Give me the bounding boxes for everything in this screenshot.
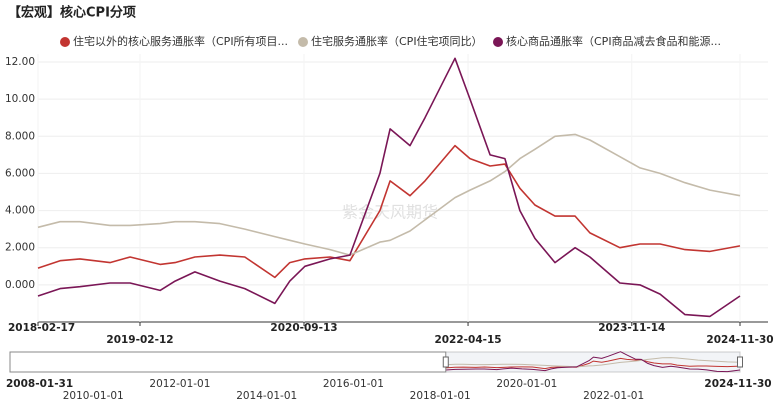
x-tick-label: 2023-11-14 — [598, 322, 665, 334]
navigator-tick-label: 2024-11-30 — [704, 378, 771, 390]
series-line — [37, 57, 741, 318]
legend-label[interactable]: 住宅以外的核心服务通胀率（CPI所有项目... — [73, 34, 288, 48]
navigator-line — [445, 357, 741, 368]
legend-label[interactable]: 核心商品通胀率（CPI商品减去食品和能源... — [506, 34, 721, 48]
x-tick-label: 2018-02-17 — [8, 322, 75, 334]
navigator-line — [445, 357, 741, 370]
y-tick-label: 6.000 — [5, 167, 35, 179]
series-line — [37, 144, 741, 279]
legend-label[interactable]: 住宅服务通胀率（CPI住宅项同比） — [311, 34, 483, 48]
series-line — [37, 133, 741, 256]
navigator-line — [445, 351, 741, 373]
chart-title: 【宏观】核心CPI分项 — [8, 5, 136, 21]
y-tick-label: 10.00 — [5, 93, 35, 105]
x-tick-label: 2024-11-30 — [706, 334, 773, 346]
legend-marker[interactable] — [298, 37, 308, 47]
navigator-tick-label: 2022-01-01 — [583, 390, 644, 402]
navigator-handle[interactable] — [442, 356, 449, 368]
navigator-tick-label: 2012-01-01 — [149, 378, 210, 390]
y-tick-label: 12.00 — [5, 56, 35, 68]
watermark: 紫金天风期货 — [342, 203, 438, 222]
x-tick-label: 2020-09-13 — [270, 322, 337, 334]
legend-marker[interactable] — [493, 37, 503, 47]
x-tick-label: 2019-02-12 — [106, 334, 173, 346]
navigator-tick-label: 2008-01-31 — [6, 378, 73, 390]
y-tick-label: 8.000 — [5, 130, 35, 142]
y-tick-label: 2.000 — [5, 242, 35, 254]
navigator-tick-label: 2020-01-01 — [496, 378, 557, 390]
navigator-tick-label: 2014-01-01 — [236, 390, 297, 402]
legend-marker[interactable] — [60, 37, 70, 47]
y-tick-label: 0.000 — [5, 279, 35, 291]
navigator-handle[interactable] — [737, 356, 743, 368]
y-tick-label: 4.000 — [5, 205, 35, 217]
navigator-tick-label: 2010-01-01 — [63, 390, 124, 402]
navigator-tick-label: 2018-01-01 — [410, 390, 471, 402]
x-tick-label: 2022-04-15 — [434, 334, 501, 346]
navigator-tick-label: 2016-01-01 — [323, 378, 384, 390]
